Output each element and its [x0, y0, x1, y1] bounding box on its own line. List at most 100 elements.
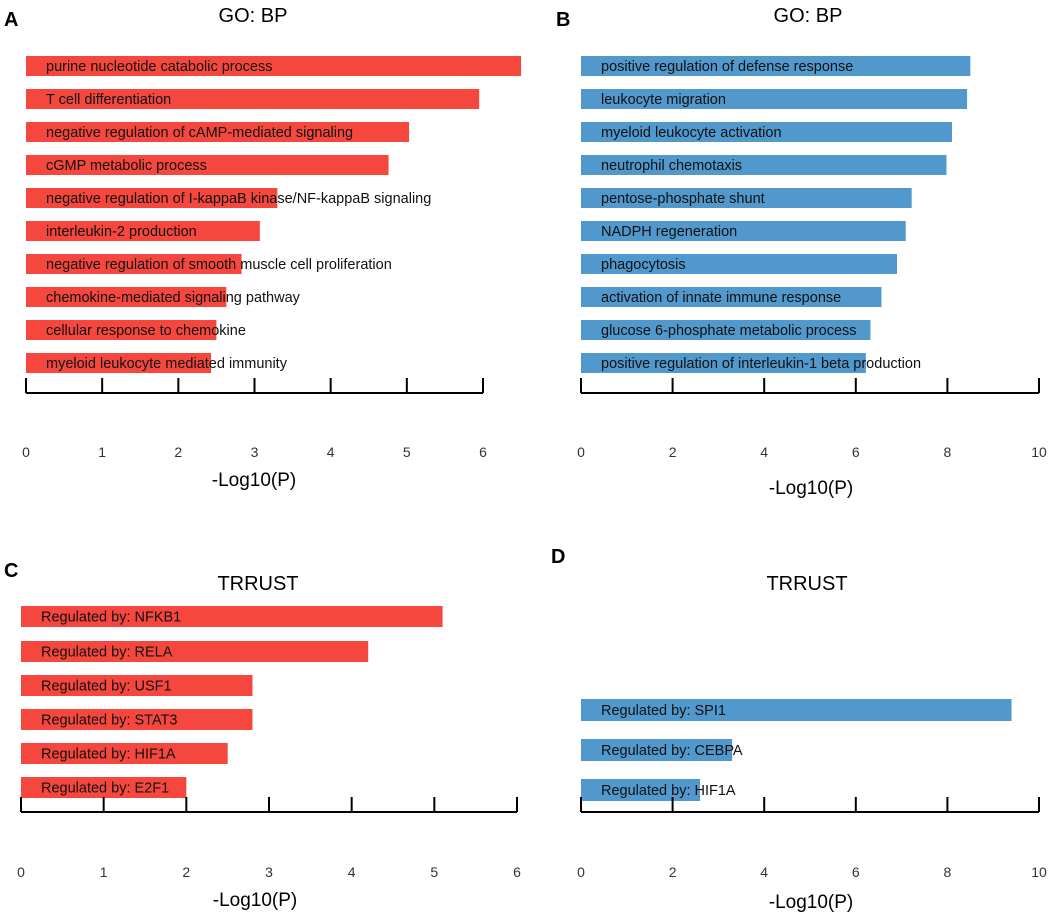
bar-label: Regulated by: NFKB1	[41, 610, 181, 626]
x-tick-label: 3	[265, 864, 273, 880]
bar	[581, 188, 912, 208]
bar-label: positive regulation of defense response	[601, 59, 853, 75]
bar-label: neutrophil chemotaxis	[601, 158, 742, 174]
x-tick-label: 1	[100, 864, 108, 880]
panel-letter: C	[4, 560, 18, 582]
x-tick-label: 10	[1031, 444, 1047, 460]
x-tick-label: 10	[1031, 864, 1047, 880]
bar	[26, 320, 217, 340]
bar-label: pentose-phosphate shunt	[601, 191, 765, 207]
panel-letter: B	[556, 9, 570, 31]
x-tick-label: 8	[944, 864, 952, 880]
x-tick-label: 4	[760, 864, 768, 880]
bar	[26, 155, 389, 175]
bar	[581, 221, 906, 241]
x-tick-label: 6	[513, 864, 521, 880]
bar-label: Regulated by: USF1	[41, 679, 172, 695]
bar-label: negative regulation of smooth muscle cel…	[46, 257, 392, 273]
bar-label: Regulated by: RELA	[41, 645, 173, 661]
x-tick-label: 6	[852, 444, 860, 460]
bar	[26, 353, 212, 373]
x-axis-title: -Log10(P)	[769, 892, 854, 913]
bar-label: positive regulation of interleukin-1 bet…	[601, 356, 921, 372]
x-axis-title: -Log10(P)	[769, 478, 854, 499]
chart-title: TRRUST	[766, 573, 847, 595]
bar	[581, 89, 968, 109]
bar-label: myeloid leukocyte mediated immunity	[46, 356, 288, 372]
x-tick-label: 5	[430, 864, 438, 880]
chart-title: TRRUST	[217, 573, 298, 595]
bar	[581, 287, 882, 307]
chart-panel-d: D TRRUST Regulated by: SPI1 Regulated by: C…	[551, 546, 1047, 913]
chart-panel-b: B GO: BP positive regulation of defense re…	[556, 5, 1047, 499]
bar-label: leukocyte migration	[601, 92, 726, 108]
bar	[581, 122, 952, 142]
bar-label: Regulated by: STAT3	[41, 713, 177, 729]
bar	[26, 122, 410, 142]
bar-label: cellular response to chemokine	[46, 323, 246, 339]
bar	[21, 606, 443, 627]
bar	[26, 89, 480, 109]
x-axis-title: -Log10(P)	[213, 890, 298, 911]
bar-label: activation of innate immune response	[601, 290, 841, 306]
bar-label: cGMP metabolic process	[46, 158, 207, 174]
bar	[26, 188, 278, 208]
x-tick-label: 5	[403, 444, 411, 460]
bar	[21, 777, 187, 798]
x-tick-label: 0	[22, 444, 30, 460]
bar	[581, 739, 733, 761]
x-tick-label: 2	[669, 864, 677, 880]
chart-panel-c: C TRRUST Regulated by: NFKB1 Regulated by: …	[4, 560, 521, 911]
x-tick-label: 8	[944, 444, 952, 460]
chart-panel-a: A GO: BP purine nucleotide catabolic proce…	[4, 5, 522, 491]
bar	[21, 641, 369, 662]
panel-letter: A	[4, 9, 18, 31]
bar	[581, 56, 971, 76]
bar	[581, 320, 871, 340]
bar-label: negative regulation of I-kappaB kinase/N…	[46, 191, 431, 207]
bar-label: Regulated by: CEBPA	[601, 743, 743, 759]
x-axis-title: -Log10(P)	[212, 470, 297, 491]
bar-label: phagocytosis	[601, 257, 686, 273]
panel-letter: D	[551, 546, 565, 568]
bar	[581, 699, 1012, 721]
bar	[26, 254, 242, 274]
bar-label: glucose 6-phosphate metabolic process	[601, 323, 857, 339]
bar	[581, 353, 866, 373]
x-tick-label: 2	[174, 444, 182, 460]
chart-title: GO: BP	[219, 5, 288, 27]
bar-label: purine nucleotide catabolic process	[46, 59, 273, 75]
bar	[21, 675, 253, 696]
bar	[581, 779, 701, 801]
bar	[26, 221, 260, 241]
bar-label: negative regulation of cAMP-mediated sig…	[46, 125, 353, 141]
bar-label: NADPH regeneration	[601, 224, 737, 240]
bar	[21, 743, 228, 764]
x-tick-label: 6	[479, 444, 487, 460]
x-tick-label: 0	[17, 864, 25, 880]
x-tick-label: 2	[182, 864, 190, 880]
bar-label: Regulated by: HIF1A	[601, 783, 736, 799]
x-tick-label: 0	[577, 444, 585, 460]
bar-label: T cell differentiation	[46, 92, 171, 108]
bar-label: myeloid leukocyte activation	[601, 125, 782, 141]
x-tick-label: 3	[251, 444, 259, 460]
x-tick-label: 4	[348, 864, 356, 880]
bar	[26, 56, 522, 76]
x-tick-label: 1	[98, 444, 106, 460]
bar	[581, 155, 947, 175]
x-tick-label: 4	[760, 444, 768, 460]
x-tick-label: 2	[669, 444, 677, 460]
x-tick-label: 4	[327, 444, 335, 460]
x-tick-label: 6	[852, 864, 860, 880]
chart-title: GO: BP	[774, 5, 843, 27]
bar	[21, 709, 253, 730]
bar	[26, 287, 227, 307]
bar-label: Regulated by: HIF1A	[41, 747, 176, 763]
x-tick-label: 0	[577, 864, 585, 880]
bar-label: chemokine-mediated signaling pathway	[46, 290, 301, 306]
bar	[581, 254, 898, 274]
bar-label: Regulated by: E2F1	[41, 781, 169, 797]
bar-label: interleukin-2 production	[46, 224, 197, 240]
